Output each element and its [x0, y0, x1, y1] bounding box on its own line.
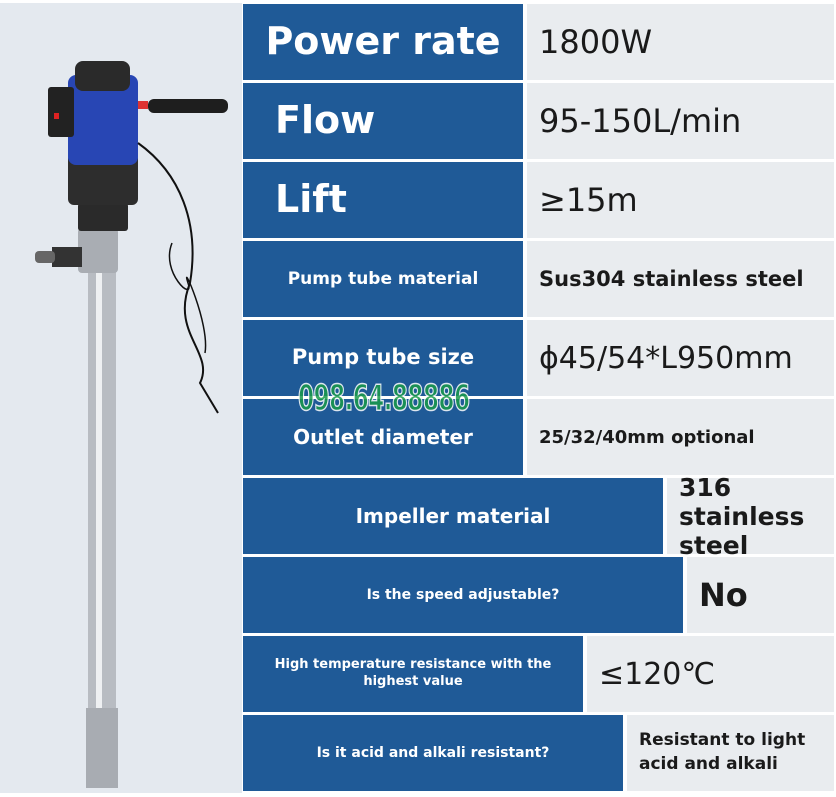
spec-label: Flow — [243, 83, 523, 159]
spec-row-impeller-material: Impeller material 316 stainless steel — [243, 473, 834, 560]
product-photo — [0, 3, 242, 793]
spec-row-outlet-diameter: Outlet diameter 25/32/40mm optional — [243, 399, 834, 475]
spec-row-high-temperature: High temperature resistance with the hig… — [243, 636, 834, 712]
spec-value: ϕ45/54*L950mm — [527, 320, 834, 396]
spec-value: ≥15m — [527, 162, 834, 238]
spec-row-pump-tube-size: Pump tube size ϕ45/54*L950mm — [243, 320, 834, 396]
spec-label: Pump tube material — [243, 241, 523, 317]
spec-label: Power rate — [243, 4, 523, 80]
spec-row-speed-adjustable: Is the speed adjustable? No — [243, 557, 834, 633]
spec-value: Resistant to light acid and alkali — [627, 715, 834, 791]
spec-label: Impeller material — [243, 478, 663, 554]
spec-label: Outlet diameter — [243, 399, 523, 475]
spec-row-lift: Lift ≥15m — [243, 162, 834, 238]
phone-watermark: 098.64.88886 — [297, 377, 470, 420]
spec-row-pump-tube-material: Pump tube material Sus304 stainless stee… — [243, 241, 834, 317]
spec-value: 316 stainless steel — [667, 473, 834, 560]
spec-value: 25/32/40mm optional — [527, 399, 834, 475]
spec-label: Is the speed adjustable? — [243, 557, 683, 633]
spec-value: Sus304 stainless steel — [527, 241, 834, 317]
spec-row-acid-alkali: Is it acid and alkali resistant? Resista… — [243, 715, 834, 791]
spec-label: Pump tube size — [243, 320, 523, 396]
spec-row-flow: Flow 95-150L/min — [243, 83, 834, 159]
spec-value: No — [687, 557, 834, 633]
spec-value: 95-150L/min — [527, 83, 834, 159]
spec-row-power-rate: Power rate 1800W — [243, 4, 834, 80]
spec-label: High temperature resistance with the hig… — [243, 636, 583, 712]
spec-value: 1800W — [527, 4, 834, 80]
spec-label: Lift — [243, 162, 523, 238]
spec-value: ≤120℃ — [587, 636, 834, 712]
spec-label: Is it acid and alkali resistant? — [243, 715, 623, 791]
drum-pump-image — [35, 61, 228, 788]
spec-table: Power rate 1800W Flow 95-150L/min Lift ≥… — [243, 4, 834, 794]
